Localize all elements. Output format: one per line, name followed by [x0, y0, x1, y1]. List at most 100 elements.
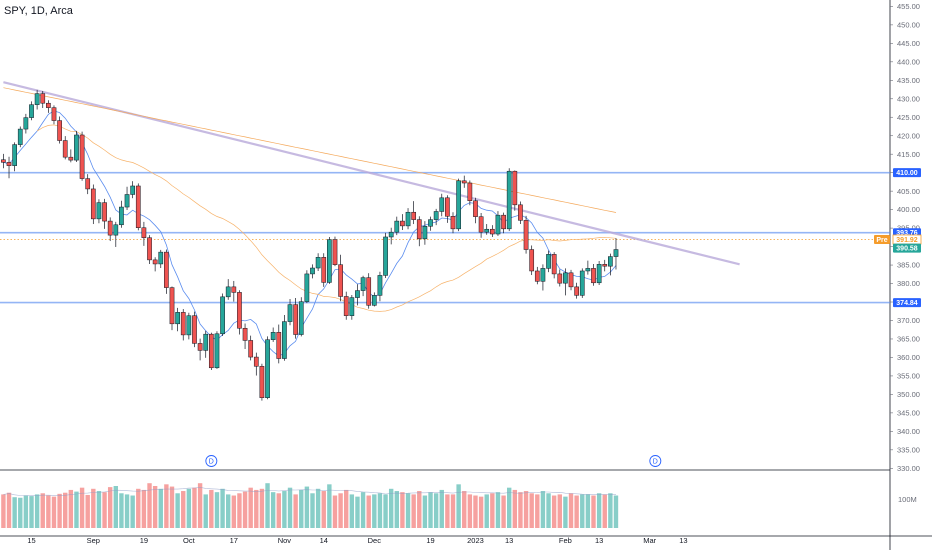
- candle-body: [40, 93, 46, 104]
- volume-bar: [119, 493, 124, 528]
- candle-body: [96, 202, 102, 220]
- candle-body: [90, 188, 96, 220]
- candle: [388, 227, 394, 245]
- dividend-marker: D: [649, 455, 662, 467]
- candle-body: [540, 268, 546, 282]
- candle-body: [287, 304, 293, 322]
- candle: [192, 311, 197, 348]
- volume-bar: [507, 487, 512, 528]
- candle: [90, 184, 96, 225]
- volume-bars: 100M: [1, 483, 917, 528]
- volume-bar: [164, 484, 169, 528]
- volume-bar: [282, 491, 287, 528]
- candle-body: [1, 159, 6, 163]
- price-tick-label: 430.00: [897, 94, 920, 103]
- candle: [456, 178, 461, 232]
- candle-body: [152, 259, 158, 265]
- volume-bar: [315, 488, 321, 528]
- candle: [512, 170, 518, 211]
- volume-bar: [400, 492, 405, 528]
- candle-body: [501, 214, 506, 230]
- candle-body: [259, 366, 265, 398]
- volume-bar: [473, 495, 478, 528]
- price-tick-label: 335.00: [897, 445, 920, 454]
- time-tick-label: 19: [426, 536, 434, 545]
- candle-body: [546, 254, 551, 269]
- candle: [478, 212, 484, 238]
- volume-bar: [158, 488, 163, 528]
- volume-bar: [327, 484, 332, 528]
- candle: [225, 279, 231, 300]
- candle-body: [321, 257, 327, 283]
- price-tick-label: 380.00: [897, 279, 920, 288]
- candle-body: [6, 162, 12, 166]
- volume-bar: [186, 488, 192, 528]
- volume-bar: [276, 493, 281, 528]
- candle: [293, 297, 298, 339]
- candle: [310, 264, 315, 279]
- candle-body: [602, 264, 608, 267]
- dividend-marker-label: D: [653, 459, 658, 466]
- price-tick-label: 360.00: [897, 353, 920, 362]
- time-axis[interactable]: 15 Sep 19 Oct 17 Nov 14 Dec 19 2023 13 Feb 13 Mar 13: [27, 536, 687, 545]
- volume-bar: [355, 496, 360, 528]
- candle: [23, 113, 29, 134]
- candle: [422, 221, 428, 245]
- candle: [124, 186, 130, 211]
- volume-bar: [310, 493, 315, 528]
- volume-bar: [551, 495, 557, 528]
- candle-body: [467, 182, 473, 202]
- time-tick-label: 17: [230, 536, 238, 545]
- volume-bar: [602, 494, 607, 528]
- candle: [29, 101, 34, 121]
- volume-bar: [124, 494, 130, 528]
- level-badge-text: 410.00: [896, 170, 918, 177]
- candle-body: [107, 220, 113, 236]
- dividend-marker-label: D: [209, 459, 214, 466]
- candle-body: [253, 356, 259, 367]
- volume-bar: [107, 487, 113, 528]
- volume-bar: [557, 494, 562, 528]
- candle: [416, 216, 422, 247]
- candle: [85, 174, 91, 195]
- volume-bar: [29, 496, 34, 528]
- candle: [411, 201, 417, 225]
- volume-bar: [332, 495, 338, 528]
- price-tick-label: 420.00: [897, 131, 920, 140]
- candle: [298, 297, 304, 337]
- candle: [17, 126, 23, 148]
- volume-bar: [428, 492, 433, 528]
- candle: [113, 221, 119, 247]
- volume-bar: [136, 488, 141, 528]
- volume-bar: [478, 496, 484, 528]
- candle: [501, 212, 506, 234]
- candle: [147, 235, 152, 264]
- volume-bar: [293, 494, 298, 528]
- candle-body: [51, 107, 57, 121]
- level-badge-text: 393.76: [896, 230, 918, 237]
- volume-bar: [63, 492, 68, 528]
- candle: [551, 252, 557, 279]
- volume-bar: [377, 493, 383, 528]
- candle: [62, 136, 68, 160]
- volume-bar: [141, 489, 147, 528]
- candle: [321, 253, 327, 287]
- dividend-marker: D: [205, 455, 218, 467]
- candle-body: [585, 268, 591, 272]
- candle-body: [495, 214, 501, 235]
- candle-body: [310, 267, 315, 275]
- volume-bar: [439, 489, 444, 528]
- volume-bar: [231, 495, 237, 528]
- candle-body: [579, 270, 585, 296]
- last-price-badge-bg: [893, 243, 921, 253]
- volume-bar: [394, 491, 399, 528]
- time-tick-label: Feb: [559, 536, 572, 545]
- candle: [220, 293, 225, 337]
- candle: [40, 91, 46, 109]
- volume-bar: [85, 494, 90, 528]
- candle-body: [343, 296, 349, 316]
- candle: [6, 156, 12, 179]
